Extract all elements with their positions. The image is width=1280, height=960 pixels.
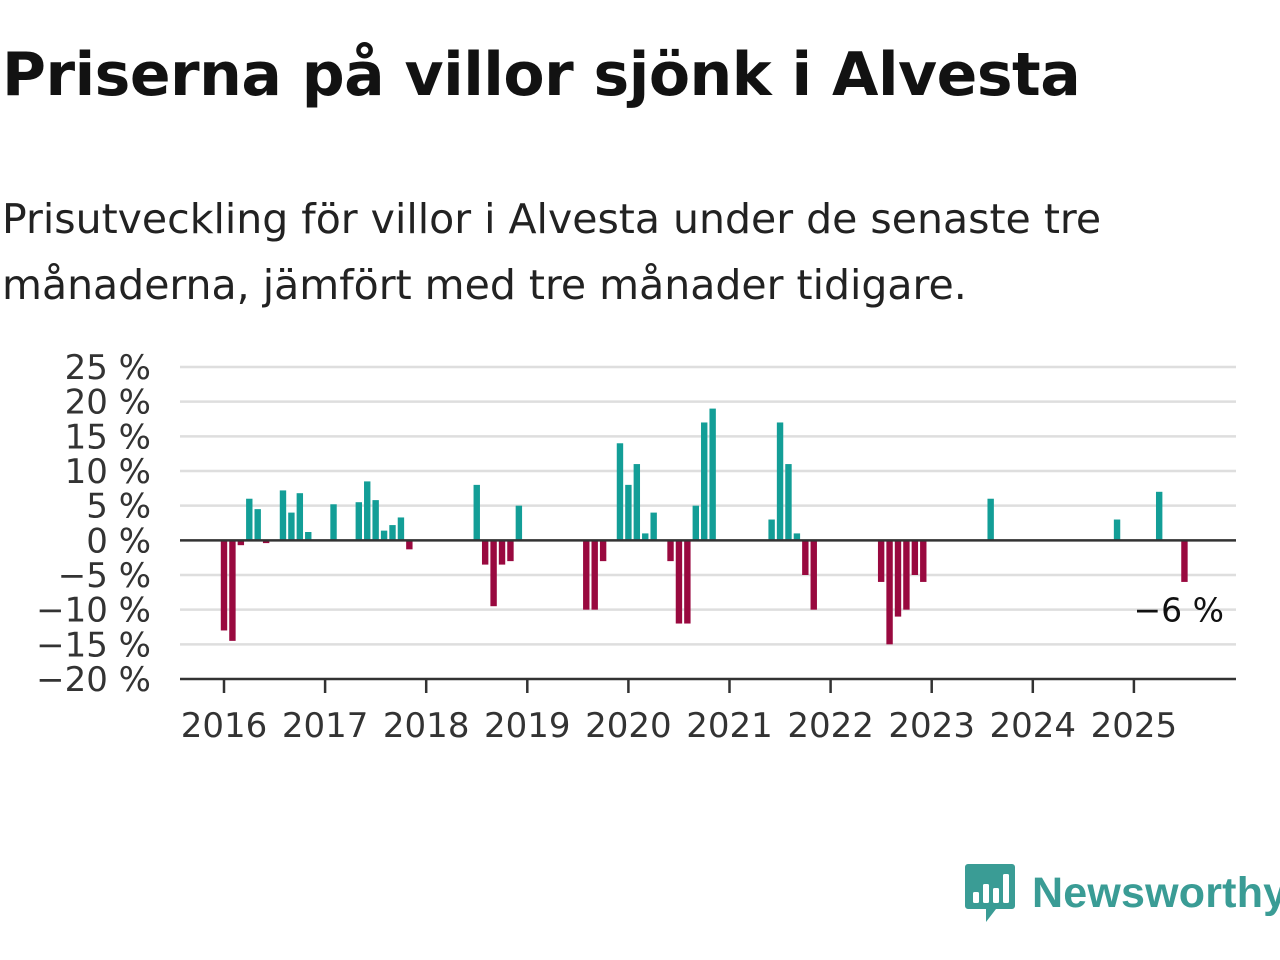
bar xyxy=(903,540,910,610)
bar xyxy=(709,408,716,541)
bar xyxy=(692,505,699,541)
y-axis-labels: 25 %20 %15 %10 %5 %0 %−5 %−10 %−15 %−20 … xyxy=(36,348,151,700)
bar xyxy=(776,422,784,541)
bar xyxy=(785,464,792,541)
bar xyxy=(920,540,927,582)
bar xyxy=(380,530,388,541)
y-tick-label: 10 % xyxy=(65,452,151,492)
bar-chart: 25 %20 %15 %10 %5 %0 %−5 %−10 %−15 %−20 … xyxy=(36,348,1236,746)
y-tick-label: 25 % xyxy=(65,348,151,388)
bar xyxy=(262,540,270,544)
bar xyxy=(591,540,598,610)
y-tick-label: 20 % xyxy=(65,383,151,423)
bar xyxy=(406,540,413,550)
bar xyxy=(237,540,245,546)
bar xyxy=(372,500,379,541)
bars xyxy=(220,408,1188,645)
x-axis-labels: 2016 2017 2018 2019 2020 2021 2022 2023 2024 2025 xyxy=(181,706,1177,746)
bar xyxy=(288,512,295,541)
x-tick-label: 2025 xyxy=(1091,706,1178,746)
x-tick-label: 2018 xyxy=(383,706,470,746)
bar xyxy=(389,525,396,541)
x-tick-label: 2023 xyxy=(888,706,975,746)
x-tick-label: 2021 xyxy=(686,706,773,746)
bar xyxy=(246,498,253,541)
bar xyxy=(667,540,674,562)
bar xyxy=(1113,519,1121,541)
bar xyxy=(397,517,405,541)
y-tick-label: 0 % xyxy=(86,521,151,561)
bar xyxy=(650,512,657,541)
bar xyxy=(810,540,817,610)
bar xyxy=(507,540,514,562)
bar xyxy=(911,540,919,575)
brand-name: Newsworthy xyxy=(1032,868,1280,917)
bar xyxy=(296,493,304,541)
bar xyxy=(894,540,902,617)
bar xyxy=(599,540,607,562)
bar xyxy=(279,490,287,541)
y-tick-label: 5 % xyxy=(86,487,151,527)
bar xyxy=(768,519,775,541)
bar xyxy=(498,540,506,565)
x-axis-ticks xyxy=(222,679,1136,693)
bar xyxy=(1155,491,1163,541)
bar xyxy=(886,540,893,645)
y-tick-label: −15 % xyxy=(36,625,151,665)
bar xyxy=(330,504,337,541)
bar xyxy=(220,540,228,631)
bar xyxy=(793,533,801,541)
x-tick-label: 2016 xyxy=(181,706,268,746)
bar xyxy=(473,484,480,541)
newsworthy-logo-icon xyxy=(965,864,1015,922)
bar xyxy=(633,464,641,541)
bar xyxy=(616,443,624,541)
newsworthy-brand: Newsworthy xyxy=(964,862,1280,924)
x-tick-label: 2020 xyxy=(585,706,672,746)
chart-subtitle: Prisutveckling för villor i Alvesta unde… xyxy=(2,195,1102,309)
bar xyxy=(675,540,683,624)
bar xyxy=(877,540,885,582)
y-tick-label: −20 % xyxy=(36,660,151,700)
y-tick-label: −10 % xyxy=(36,591,151,631)
last-value-label: −6 % xyxy=(1134,591,1225,630)
bar xyxy=(305,532,312,541)
bar xyxy=(229,540,236,641)
bar xyxy=(1181,540,1188,582)
bar xyxy=(625,484,632,541)
y-tick-label: 15 % xyxy=(65,417,151,457)
grid-lines xyxy=(180,365,1236,646)
bar xyxy=(802,540,809,575)
x-tick-label: 2022 xyxy=(787,706,874,746)
x-tick-label: 2017 xyxy=(282,706,369,746)
bar xyxy=(481,540,489,565)
x-tick-label: 2024 xyxy=(990,706,1077,746)
bar xyxy=(701,422,708,541)
bar xyxy=(583,540,590,610)
y-tick-label: −5 % xyxy=(58,556,151,596)
bar xyxy=(515,505,523,541)
bar xyxy=(642,533,649,541)
bar xyxy=(987,498,994,541)
chart-title: Priserna på villor sjönk i Alvesta xyxy=(2,40,1081,110)
bar xyxy=(355,502,362,541)
bar xyxy=(684,540,691,624)
bar xyxy=(364,481,371,541)
x-tick-label: 2019 xyxy=(484,706,571,746)
bar xyxy=(490,540,497,607)
bar xyxy=(254,509,261,541)
